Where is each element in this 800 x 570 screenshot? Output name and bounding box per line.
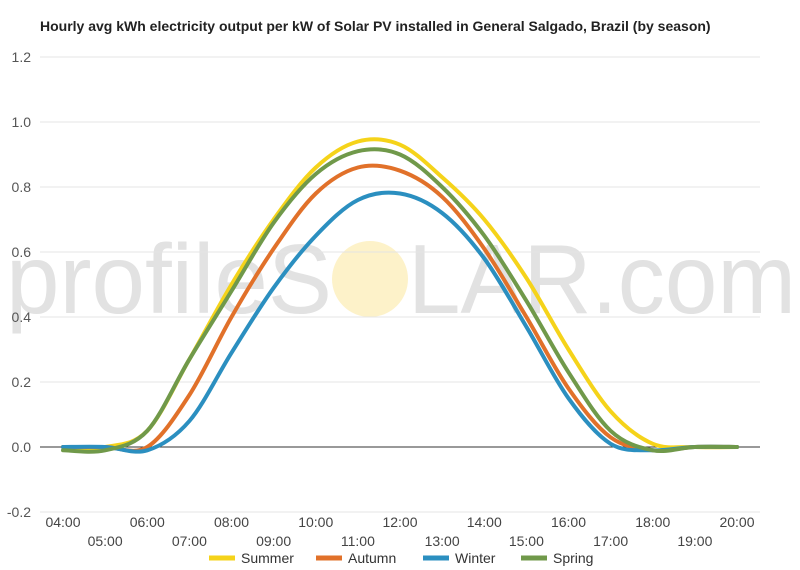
y-tick-label: 1.2: [12, 49, 32, 65]
chart-title: Hourly avg kWh electricity output per kW…: [40, 18, 711, 34]
legend-label-autumn: Autumn: [348, 550, 396, 566]
x-tick-label: 14:00: [467, 514, 502, 530]
y-tick-label: 0.6: [12, 244, 32, 260]
y-tick-label: 0.4: [12, 309, 32, 325]
y-tick-label: 0.0: [12, 439, 32, 455]
x-tick-label: 04:00: [45, 514, 80, 530]
x-tick-label: 06:00: [130, 514, 165, 530]
x-tick-label: 11:00: [341, 533, 375, 549]
y-tick-label: 1.0: [12, 114, 32, 130]
x-tick-label: 17:00: [593, 533, 628, 549]
x-tick-label: 08:00: [214, 514, 249, 530]
x-tick-label: 15:00: [509, 533, 544, 549]
legend-label-spring: Spring: [553, 550, 593, 566]
x-tick-label: 20:00: [719, 514, 754, 530]
y-tick-label: 0.2: [12, 374, 32, 390]
x-tick-label: 09:00: [256, 533, 291, 549]
x-tick-label: 13:00: [425, 533, 460, 549]
series-layer: [61, 137, 739, 454]
watermark-sun-icon: [332, 241, 408, 317]
x-tick-label: 12:00: [382, 514, 417, 530]
legend-label-winter: Winter: [455, 550, 496, 566]
series-line-autumn: [61, 163, 739, 453]
x-tick-label: 19:00: [677, 533, 712, 549]
x-tick-label: 05:00: [88, 533, 123, 549]
y-tick-label: -0.2: [7, 504, 31, 520]
x-tick-label: 10:00: [298, 514, 333, 530]
x-tick-label: 16:00: [551, 514, 586, 530]
legend: Summer Autumn Winter Spring: [209, 550, 593, 566]
x-tick-label: 18:00: [635, 514, 670, 530]
series-line-spring: [61, 147, 739, 454]
y-axis-ticks: -0.2 0.0 0.2 0.4 0.6 0.8 1.0 1.2: [7, 49, 31, 520]
series-line-winter: [61, 190, 739, 454]
y-tick-label: 0.8: [12, 179, 32, 195]
x-axis-ticks: 04:00 05:00 06:00 07:00 08:00 09:00 10:00 11:00…: [45, 514, 754, 549]
legend-label-summer: Summer: [241, 550, 294, 566]
x-tick-label: 07:00: [172, 533, 207, 549]
